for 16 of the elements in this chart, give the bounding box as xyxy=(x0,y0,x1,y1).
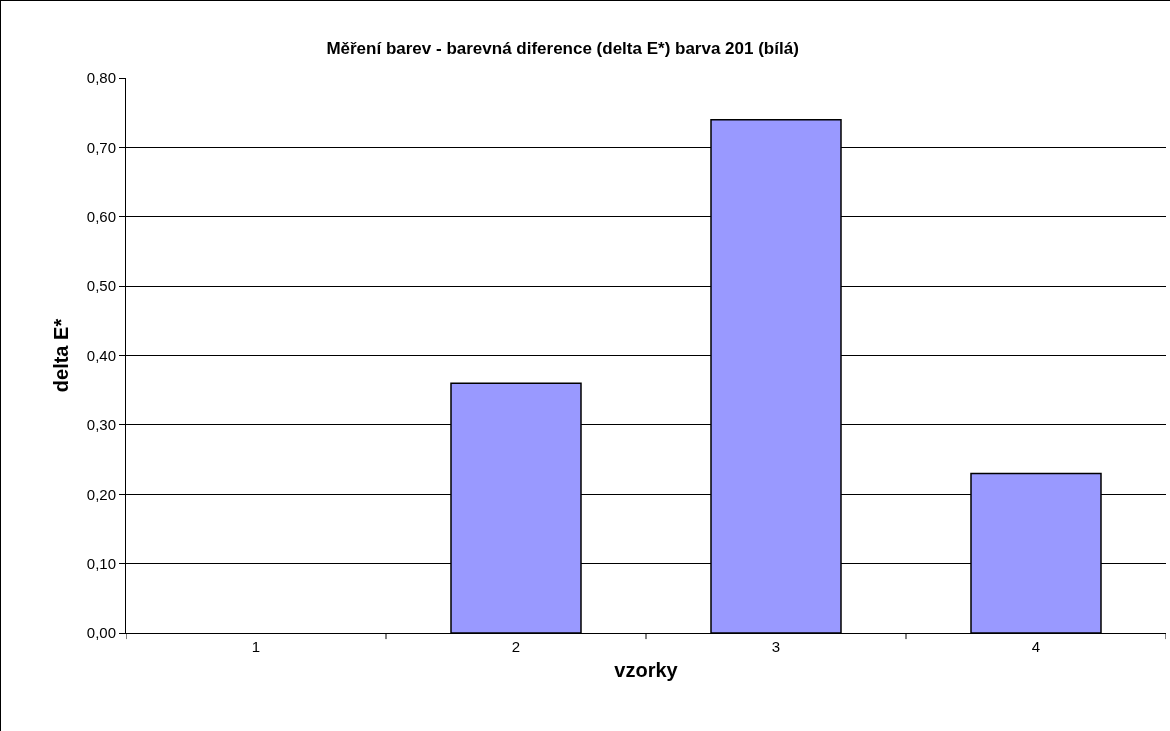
chart-title: Měření barev - barevná diference (delta E*) barva 201 (bílá) xyxy=(326,39,799,59)
x-axis-title: vzorky xyxy=(614,658,679,681)
x-tick-label: 4 xyxy=(1031,638,1041,655)
x-tick-label: 1 xyxy=(251,638,261,655)
y-tick-label: 0,40 xyxy=(86,346,116,364)
y-tick-label: 0,80 xyxy=(86,69,116,87)
y-axis-title: delta E* xyxy=(50,318,73,393)
y-tick-label: 0,60 xyxy=(86,208,116,225)
y-tick-label: 0,20 xyxy=(86,485,116,503)
x-tick-label: 2 xyxy=(511,638,521,655)
y-tick-label: 0,30 xyxy=(86,416,116,434)
y-tick-label: 0,10 xyxy=(86,554,116,572)
y-tick-label: 0,50 xyxy=(86,277,116,295)
y-tick-label: 0,70 xyxy=(86,138,116,156)
x-tick-label: 3 xyxy=(771,638,781,655)
y-tick-label: 0,00 xyxy=(86,624,116,642)
